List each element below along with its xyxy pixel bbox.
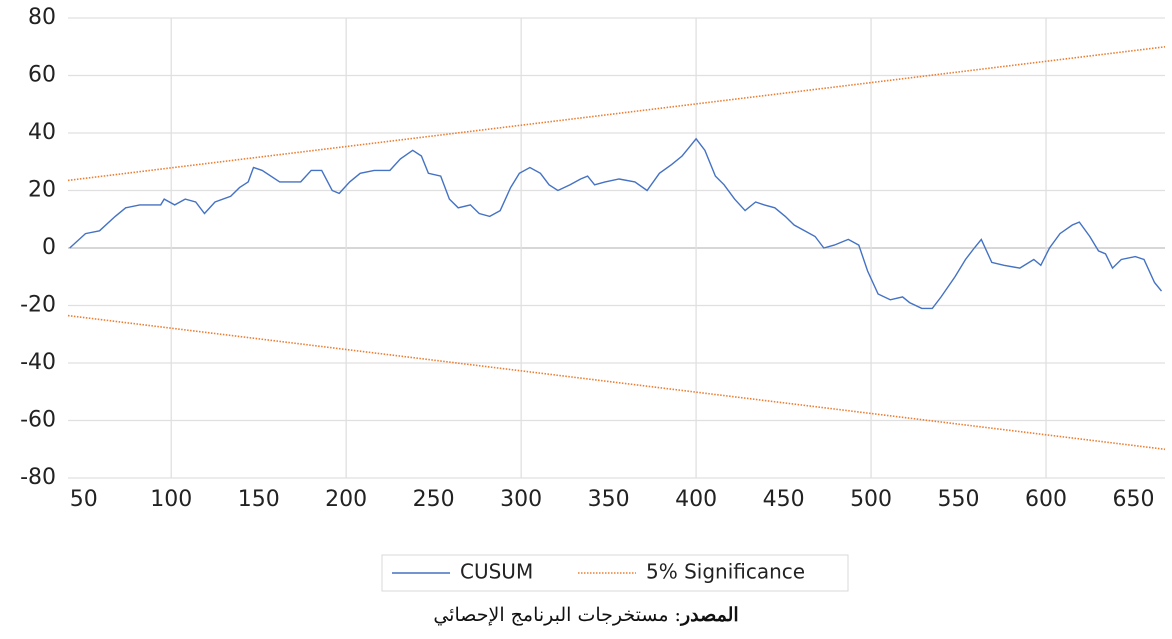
y-tick-label: 40 xyxy=(28,120,56,145)
legend-label: 5% Significance xyxy=(646,560,805,584)
y-tick-label: -60 xyxy=(20,408,56,433)
source-text: : مستخرجات البرنامج الإحصائي xyxy=(433,604,681,626)
y-tick-label: 60 xyxy=(28,63,56,88)
source-label: المصدر xyxy=(680,604,739,626)
x-tick-label: 600 xyxy=(1025,487,1067,512)
x-tick-label: 150 xyxy=(238,487,280,512)
x-tick-label: 650 xyxy=(1113,487,1155,512)
y-tick-label: -80 xyxy=(20,465,56,490)
legend-label: CUSUM xyxy=(460,560,533,584)
y-tick-label: 0 xyxy=(42,235,56,260)
x-tick-label: 250 xyxy=(413,487,455,512)
y-tick-label: 20 xyxy=(28,178,56,203)
series-line xyxy=(67,314,1166,451)
x-tick-label: 100 xyxy=(150,487,192,512)
x-tick-label: 450 xyxy=(763,487,805,512)
x-tick-label: 400 xyxy=(675,487,717,512)
x-tick-label: 50 xyxy=(70,487,98,512)
y-tick-label: -40 xyxy=(20,350,56,375)
x-tick-label: 350 xyxy=(588,487,630,512)
x-tick-label: 300 xyxy=(500,487,542,512)
x-tick-label: 550 xyxy=(938,487,980,512)
source-note: المصدر: مستخرجات البرنامج الإحصائي xyxy=(0,604,1172,626)
y-tick-label: 80 xyxy=(28,5,56,30)
chart: -80 -60 -40 -20 0 20 40 60 80 50 100 150 200 250 300 35… xyxy=(20,5,1166,592)
y-tick-label: -20 xyxy=(20,293,56,318)
x-tick-label: 500 xyxy=(850,487,892,512)
series-line xyxy=(67,46,1166,182)
legend-box xyxy=(381,554,849,592)
x-tick-label: 200 xyxy=(325,487,367,512)
series-line xyxy=(69,137,1163,310)
